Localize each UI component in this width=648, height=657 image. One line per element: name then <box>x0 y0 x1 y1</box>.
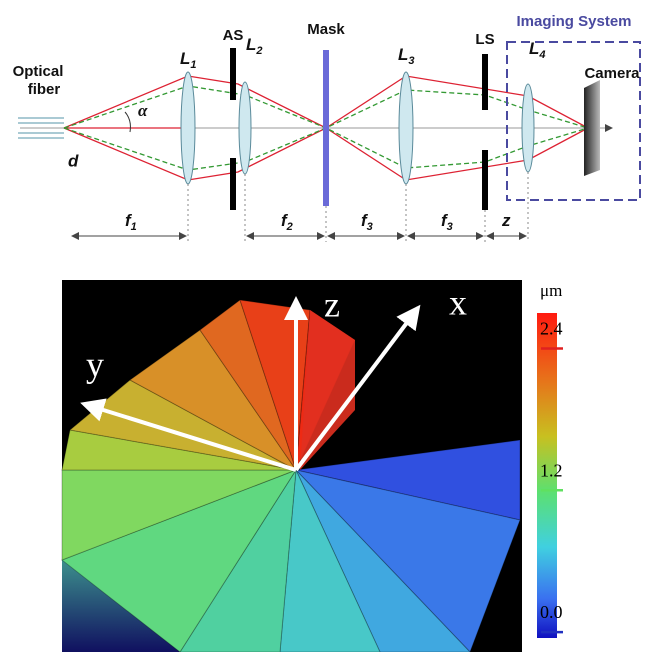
axis-label: x <box>449 282 467 322</box>
colorbar-tick-label: 1.2 <box>540 460 563 480</box>
colorbar-unit: μm <box>540 281 562 300</box>
fiber-label: fiber <box>28 81 61 98</box>
optical-setup: Optical fiber d α L1 AS L2 Mask L3 LS L4… <box>13 13 641 242</box>
component-label: AS <box>223 27 244 44</box>
camera-sensor <box>584 80 600 176</box>
mask <box>323 50 329 206</box>
axis-label: z <box>324 284 340 324</box>
distance-label: f1 <box>125 211 137 232</box>
component-label: L3 <box>398 45 415 66</box>
distance-label: f3 <box>441 211 453 232</box>
distance-label: f2 <box>281 211 293 232</box>
component-label: LS <box>475 31 494 48</box>
d-label: d <box>68 151 79 170</box>
colorbar-tick-label: 2.4 <box>540 319 563 339</box>
component-label: L1 <box>180 49 197 70</box>
alpha-label: α <box>138 101 148 120</box>
alpha-arc <box>125 112 130 132</box>
stops <box>230 48 488 210</box>
colorbar-tick-label: 0.0 <box>540 602 563 622</box>
axis-label: y <box>86 344 104 384</box>
distance-label: z <box>501 211 511 230</box>
figure: Optical fiber d α L1 AS L2 Mask L3 LS L4… <box>0 0 648 652</box>
surface-plot: z x y μm 2.4 1.2 0.0 <box>62 280 563 652</box>
guide-lines <box>188 172 528 242</box>
camera-label: Camera <box>584 65 640 82</box>
fiber-label: Optical <box>13 63 64 80</box>
imaging-system-label: Imaging System <box>516 13 631 30</box>
component-label: L2 <box>246 35 263 56</box>
distance-label: f3 <box>361 211 373 232</box>
component-label: Mask <box>307 21 345 38</box>
